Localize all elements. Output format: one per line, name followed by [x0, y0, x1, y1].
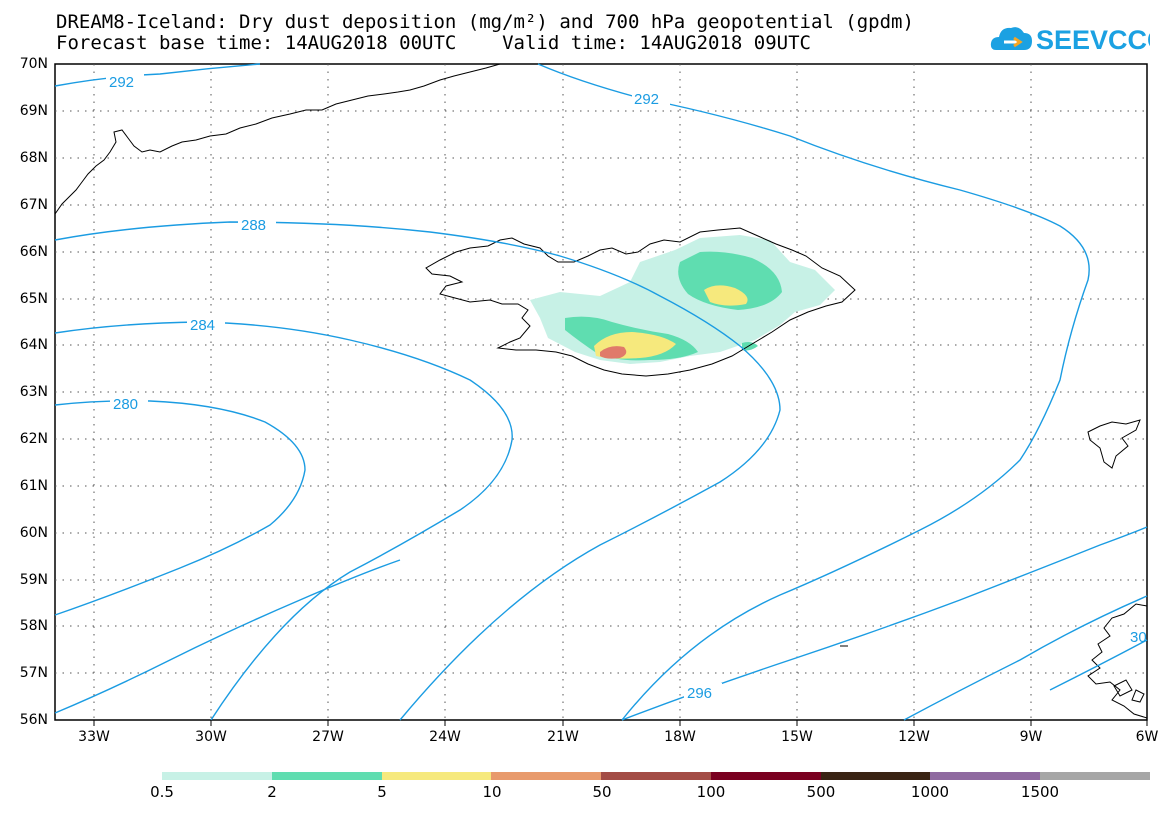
colorbar-swatch — [930, 772, 1041, 780]
colorbar-swatch — [381, 772, 492, 780]
colorbar-swatch — [1040, 772, 1151, 780]
colorbar-label: 5 — [377, 783, 387, 801]
lon-label: 27W — [312, 729, 344, 745]
lon-label: 12W — [898, 729, 930, 745]
contour-288 — [54, 221, 781, 721]
contour-label-292-west: 292 — [109, 74, 134, 91]
lat-label: 56N — [19, 712, 48, 728]
svg-text:SEEVCCC: SEEVCCC — [1036, 25, 1150, 55]
colorbar — [162, 772, 1151, 780]
lat-label: 61N — [19, 478, 48, 494]
dust-deposition-field — [530, 235, 835, 364]
contour-296 — [903, 595, 1148, 721]
lat-label: 63N — [19, 384, 48, 400]
cloud-icon — [990, 27, 1032, 50]
colorbar-label: 0.5 — [150, 783, 174, 801]
colorbar-swatch — [162, 772, 272, 780]
lat-label: 59N — [19, 572, 48, 588]
lon-label: 15W — [781, 729, 813, 745]
colorbar-swatch — [710, 772, 821, 780]
colorbar-label: 50 — [592, 783, 612, 801]
lat-label: 57N — [19, 665, 48, 681]
colorbar-label: 1000 — [910, 783, 950, 801]
colorbar-label: 10 — [482, 783, 502, 801]
lon-label: 9W — [1019, 729, 1043, 745]
iceland-coast — [425, 227, 856, 377]
coastlines — [54, 63, 1148, 719]
contour-label-300: 30 — [1130, 629, 1147, 646]
colorbar-swatch — [271, 772, 382, 780]
chart-title: DREAM8-Iceland: Dry dust deposition (mg/… — [56, 11, 914, 33]
contour-292-east — [537, 63, 1090, 721]
faroe-coast — [1087, 419, 1141, 469]
contour-label-288: 288 — [241, 217, 266, 234]
lat-label: 58N — [19, 618, 48, 634]
lat-label: 64N — [19, 337, 48, 353]
contour-280 — [54, 400, 306, 616]
lon-label: 21W — [547, 729, 579, 745]
greenland-coast — [54, 63, 501, 215]
chart-subtitle: Forecast base time: 14AUG2018 00UTC Vali… — [56, 32, 811, 54]
contour-labels: 292 292 288 284 280 296 30 — [106, 72, 1147, 702]
lat-label: 65N — [19, 291, 48, 307]
colorbar-swatch — [491, 772, 602, 780]
lon-label: 33W — [78, 729, 110, 745]
colorbar-label: 500 — [806, 783, 836, 801]
lat-label: 67N — [19, 197, 48, 213]
lon-label: 30W — [195, 729, 227, 745]
lat-label: 62N — [19, 431, 48, 447]
lat-label: 69N — [19, 103, 48, 119]
lat-label: 66N — [19, 244, 48, 260]
contour-label-280: 280 — [113, 396, 138, 413]
lat-label: 68N — [19, 150, 48, 166]
lon-label: 24W — [429, 729, 461, 745]
contour-label-292-east: 292 — [634, 91, 659, 108]
map-frame — [54, 63, 1148, 721]
contour-300 — [1049, 639, 1148, 691]
seevccc-logo: SEEVCCC — [990, 25, 1150, 55]
colorbar-swatch — [820, 772, 931, 780]
lon-label: 6W — [1135, 729, 1159, 745]
colorbar-swatch — [601, 772, 711, 780]
lon-label: 18W — [664, 729, 696, 745]
colorbar-label: 100 — [696, 783, 726, 801]
lat-label: 60N — [19, 525, 48, 541]
colorbar-label: 2 — [267, 783, 277, 801]
colorbar-label: 1500 — [1020, 783, 1060, 801]
contour-label-296: 296 — [687, 685, 712, 702]
contour-292 — [54, 63, 261, 87]
axis-ticks — [93, 720, 1148, 726]
contour-label-284: 284 — [190, 317, 215, 334]
scotland-coast — [1087, 603, 1148, 719]
lat-label: 70N — [19, 56, 48, 72]
contour-inner — [54, 559, 401, 714]
